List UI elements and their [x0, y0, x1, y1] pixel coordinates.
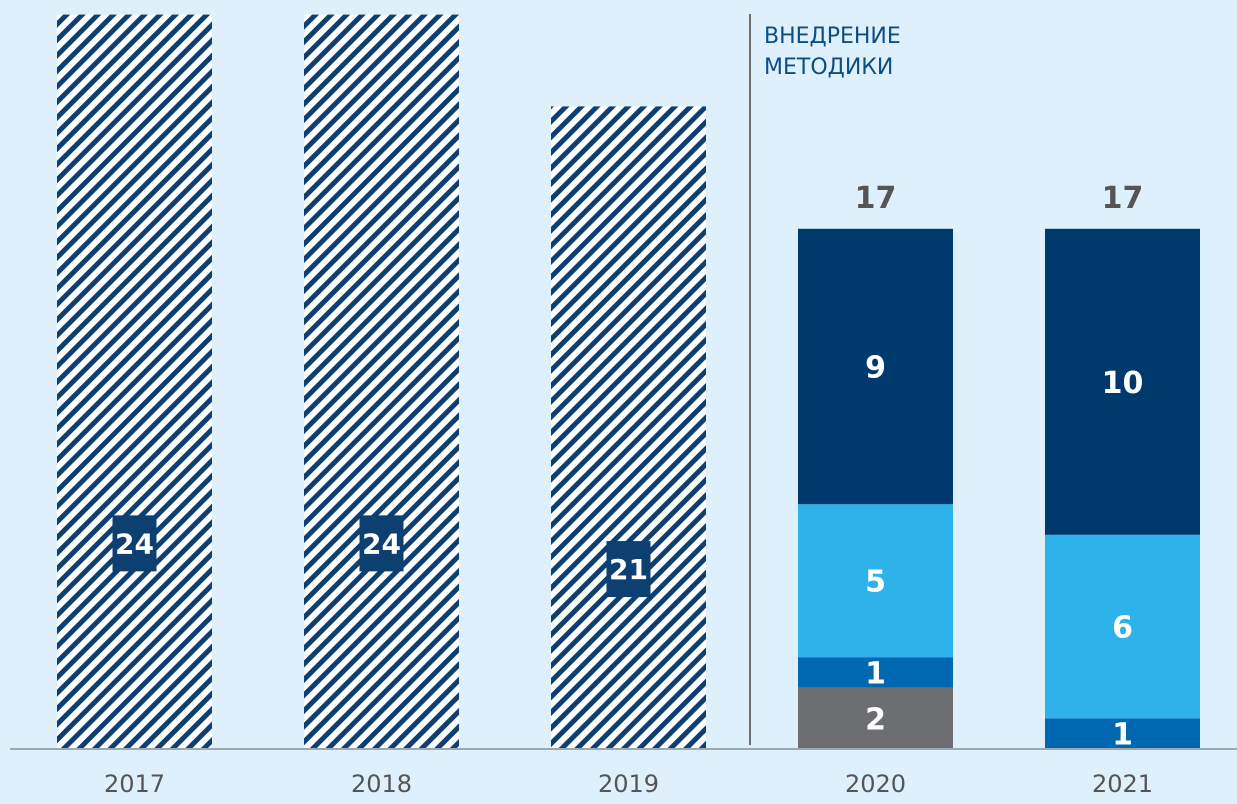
bars: [57, 14, 1200, 750]
x-tick-labels: 2017 2018 2019 2020 2021: [104, 770, 1153, 798]
data-label-box: [112, 515, 157, 572]
bar-segment: [304, 14, 459, 750]
data-label: 5: [865, 565, 886, 600]
bar-segment: [1045, 718, 1200, 749]
x-tick-label: 2021: [1092, 770, 1153, 798]
annotation-line-1: ВНЕДРЕНИЕ: [764, 24, 901, 49]
data-label: 1: [865, 657, 886, 692]
bar-segment: [57, 14, 212, 750]
data-label: 24: [362, 527, 401, 560]
data-label: 6: [1112, 611, 1133, 646]
bar-segment: [798, 228, 953, 505]
bar-segment: [1045, 534, 1200, 719]
data-label-box: [606, 541, 651, 598]
total-label: 17: [1102, 181, 1144, 216]
annotation-line-2: МЕТОДИКИ: [764, 55, 893, 80]
x-tick-label: 2019: [598, 770, 659, 798]
bar-segment: [798, 687, 953, 749]
bar-segment: [798, 657, 953, 688]
total-label: 17: [855, 181, 897, 216]
x-tick-label: 2018: [351, 770, 412, 798]
bar-segment: [1045, 228, 1200, 535]
data-label-box: [359, 515, 404, 572]
bar-segment: [551, 106, 706, 749]
data-label: 1: [1112, 718, 1133, 753]
data-label: 2: [865, 702, 886, 737]
data-label: 21: [609, 553, 648, 586]
data-label: 10: [1102, 366, 1144, 401]
bar-segment: [798, 504, 953, 658]
data-label: 9: [865, 351, 886, 386]
x-tick-label: 2020: [845, 770, 906, 798]
x-tick-label: 2017: [104, 770, 165, 798]
data-label: 24: [115, 527, 154, 560]
